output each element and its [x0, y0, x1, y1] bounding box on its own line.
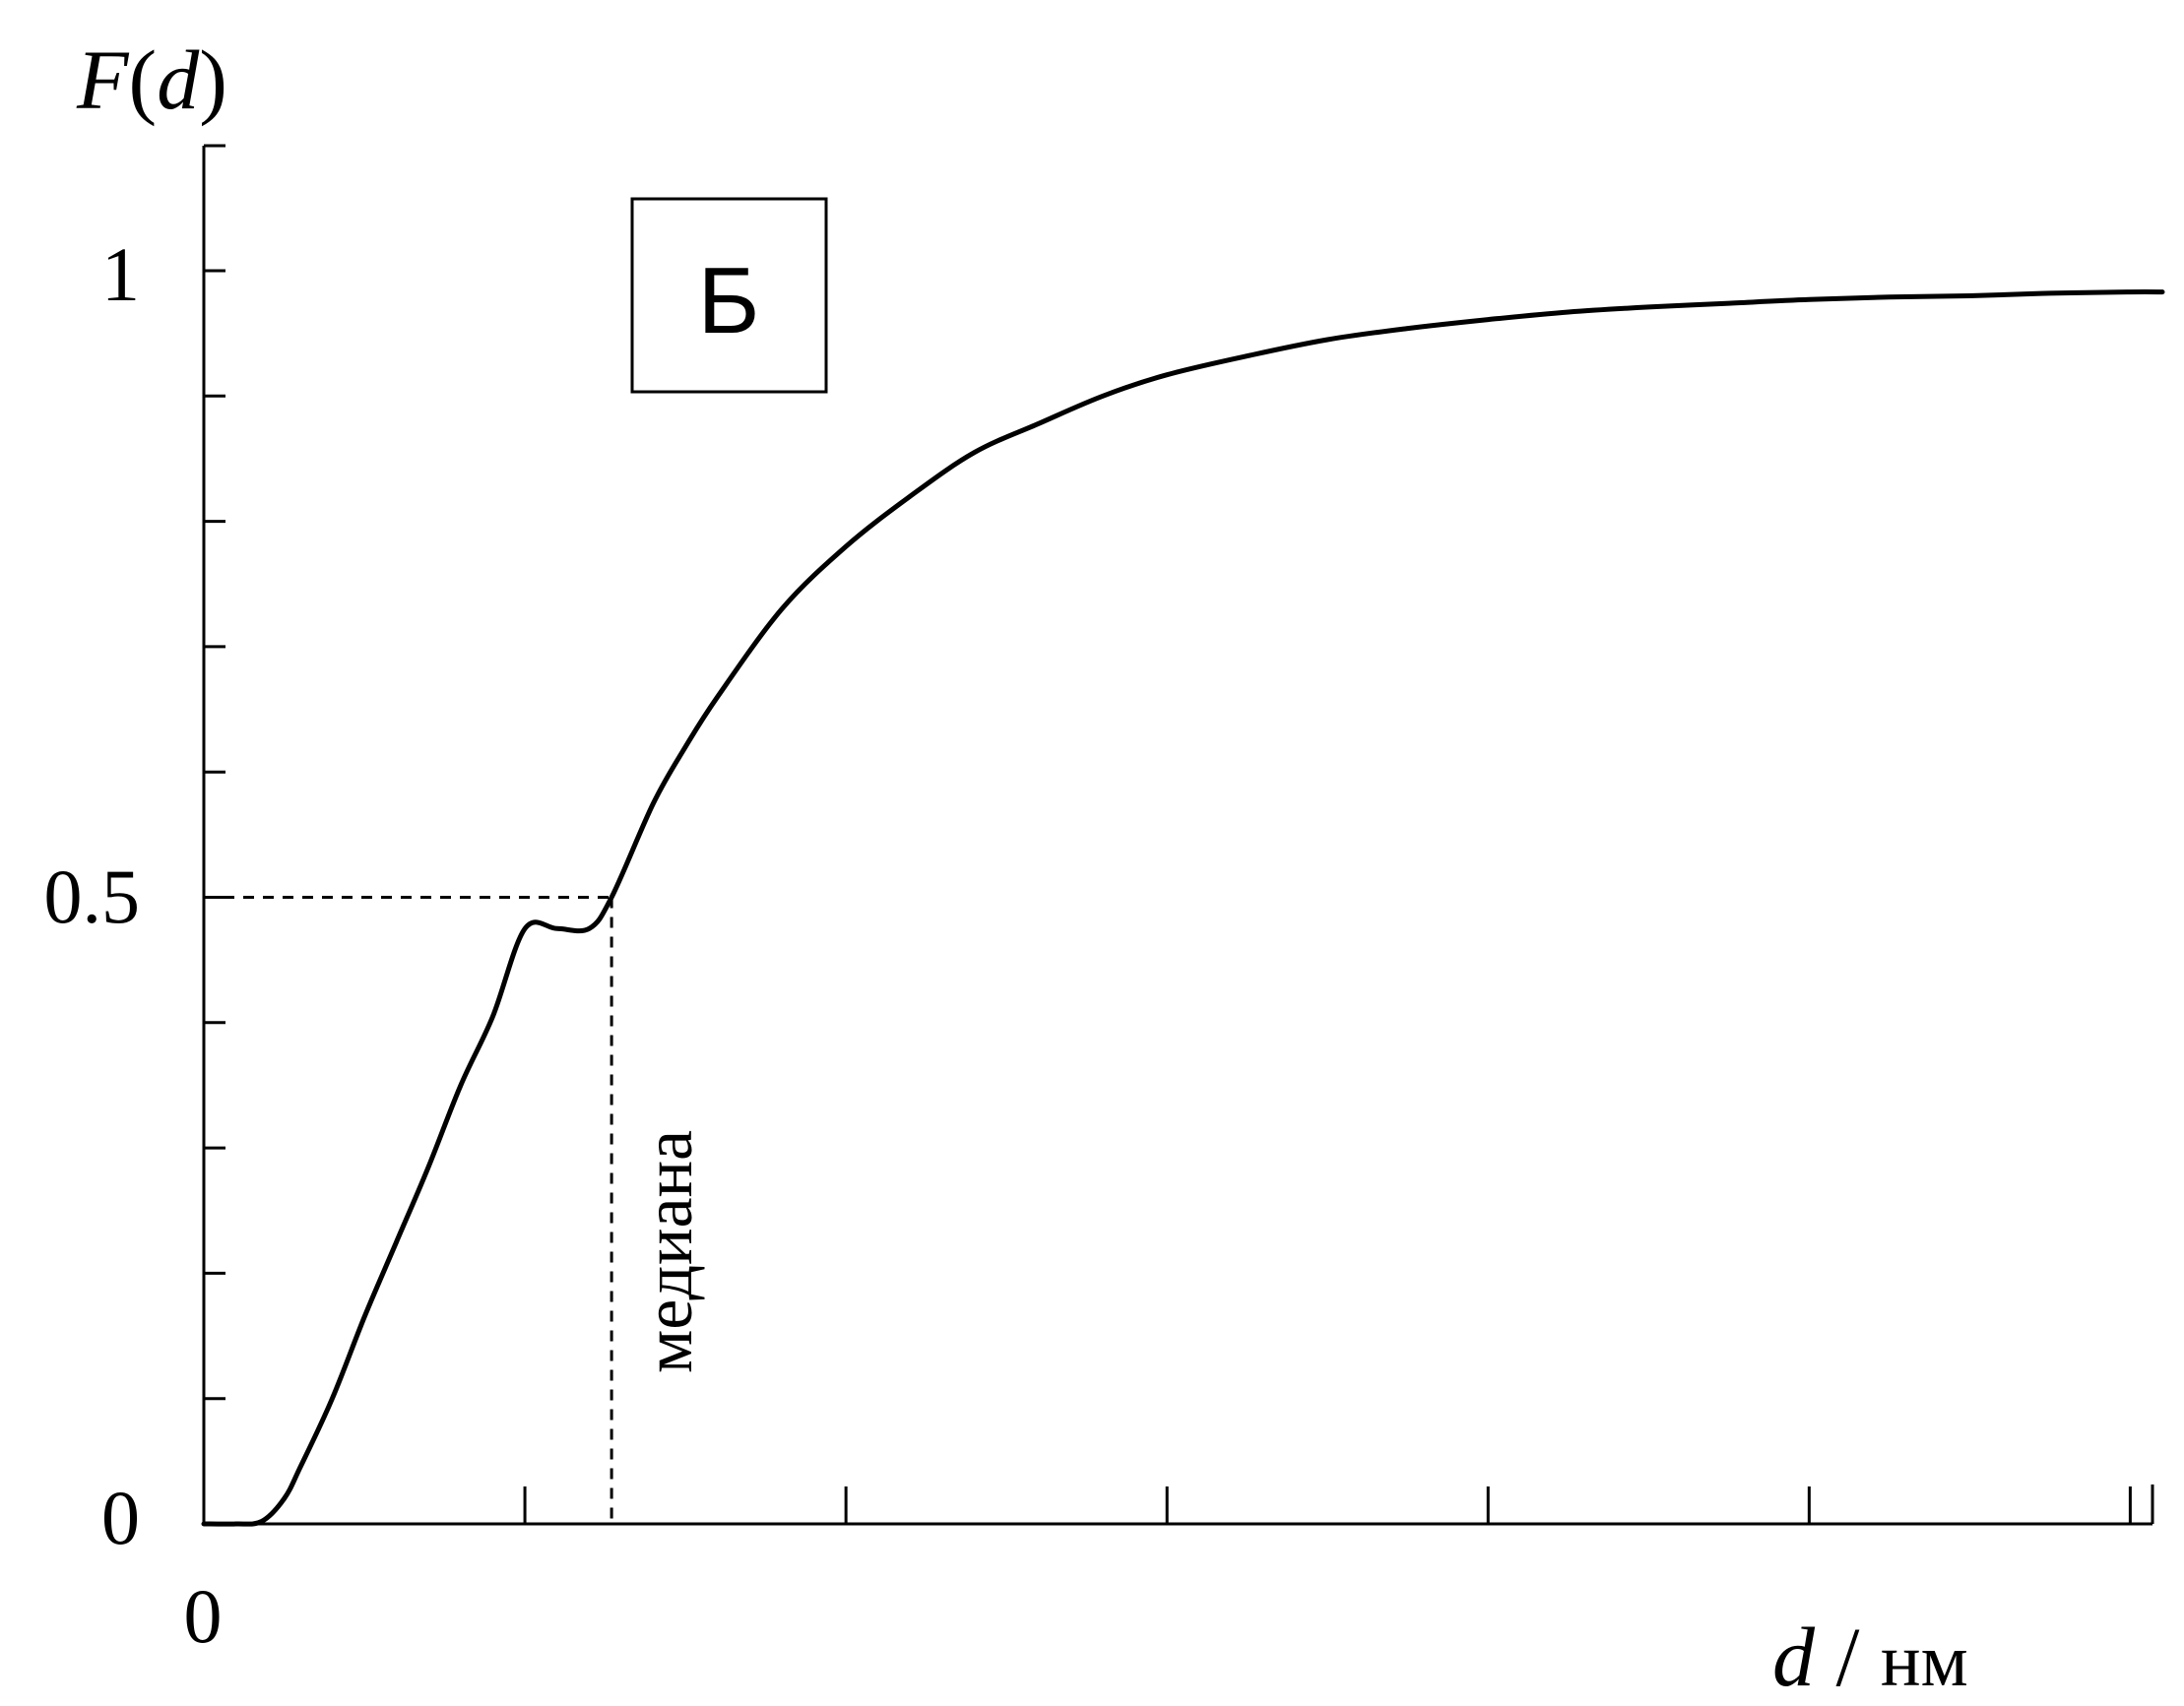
y-axis-label-func: F: [76, 32, 130, 127]
median-guides: [204, 896, 613, 1524]
x-axis-label-var: d: [1772, 1610, 1816, 1704]
panel-label-box: [630, 197, 828, 394]
cdf-curve: [201, 289, 2165, 1527]
x-axis-label-unit: нм: [1881, 1619, 1968, 1702]
minor-ticks: [204, 269, 2132, 1524]
x-tick-label-0: 0: [184, 1573, 223, 1659]
y-axis-label-var: d: [157, 32, 200, 127]
y-tick-label-0: 0: [101, 1475, 140, 1560]
median-label: медиана: [631, 1130, 707, 1373]
y-tick-label-1: 1: [101, 231, 140, 317]
panel-label: Б: [698, 248, 760, 353]
x-axis-label: d / нм: [1772, 1610, 1968, 1704]
y-tick-label-0-5: 0.5: [44, 853, 141, 939]
y-axis-label: F(d): [76, 32, 227, 127]
axes: [202, 144, 2154, 1526]
